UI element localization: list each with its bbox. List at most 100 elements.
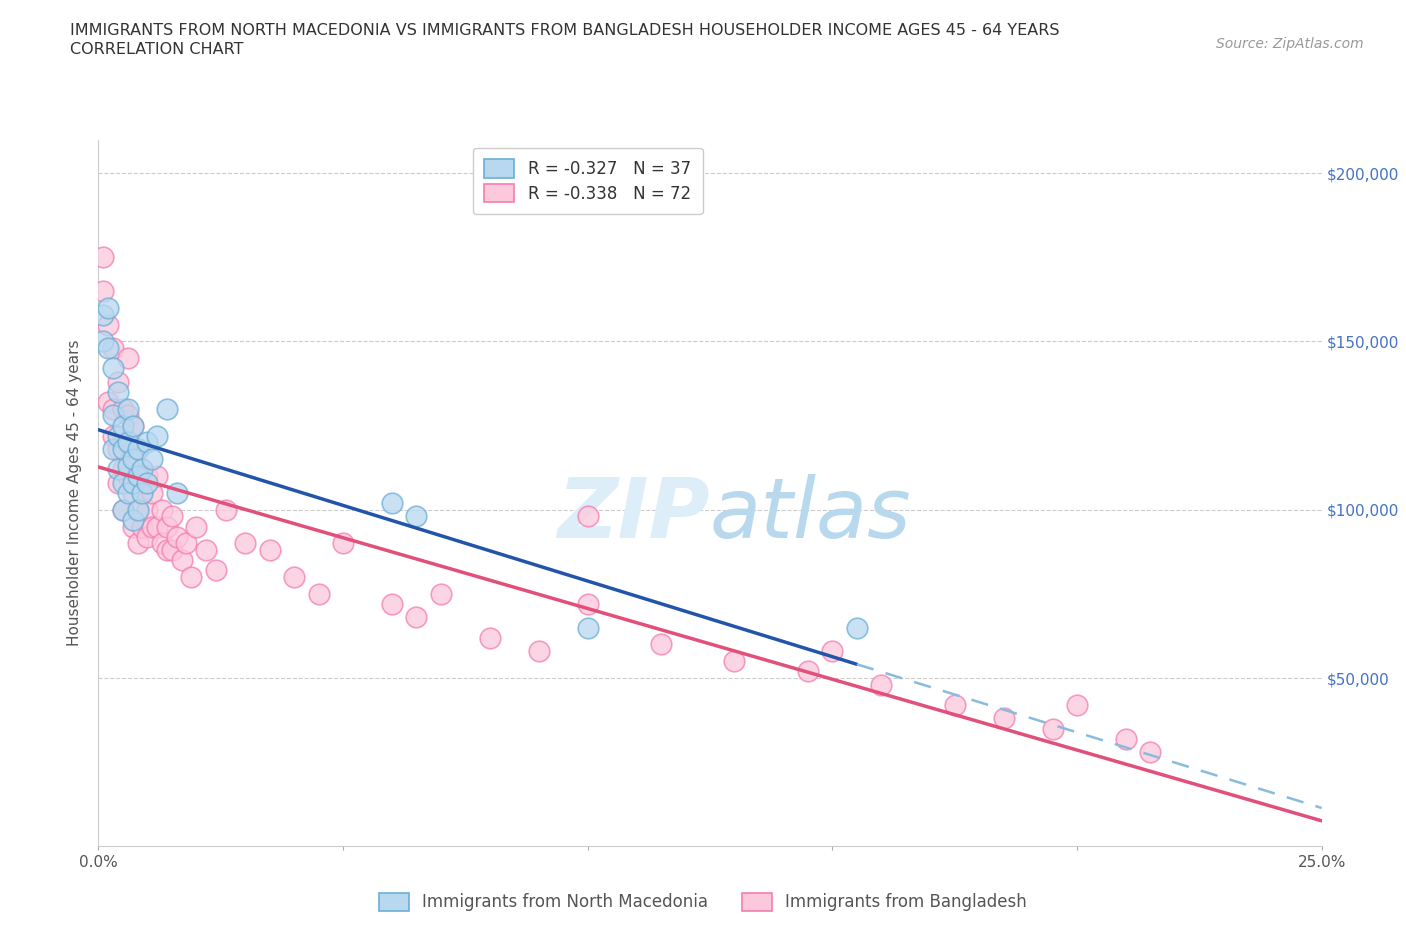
Point [97,317,120,332]
Point [111,435,134,450]
Point [576,596,599,611]
Point [127,442,149,457]
Point [136,435,159,450]
Point [136,475,159,490]
Point [131,519,153,534]
Point [101,402,124,417]
Point [107,384,129,399]
Point [111,502,134,517]
Point [283,569,305,584]
Point [308,587,330,602]
Text: ZIP: ZIP [557,473,710,554]
Point [160,509,183,524]
Point [136,502,159,517]
Point [332,536,354,551]
Point [127,442,149,457]
Point [650,637,672,652]
Point [121,418,143,433]
Point [117,485,139,500]
Point [121,512,143,527]
Point [821,644,844,658]
Point [111,475,134,490]
Point [797,664,820,679]
Point [107,475,129,490]
Point [111,402,134,417]
Point [150,536,173,551]
Point [170,552,193,567]
Point [405,610,427,625]
Point [1066,698,1088,712]
Legend: R = -0.327   N = 37, R = -0.338   N = 72: R = -0.327 N = 37, R = -0.338 N = 72 [472,148,703,214]
Point [845,620,868,635]
Point [146,469,169,484]
Point [195,543,218,558]
Point [405,509,427,524]
Point [870,677,893,692]
Point [111,442,134,457]
Point [180,569,202,584]
Point [127,536,149,551]
Point [156,543,179,558]
Point [117,469,139,484]
Point [131,462,153,477]
Point [381,596,404,611]
Point [131,485,153,500]
Point [97,300,120,315]
Point [166,529,188,544]
Point [131,485,153,500]
Point [1042,721,1064,736]
Point [150,502,173,517]
Point [127,475,149,490]
Text: CORRELATION CHART: CORRELATION CHART [70,42,243,57]
Point [101,442,124,457]
Point [121,475,143,490]
Point [91,250,114,265]
Point [576,509,599,524]
Point [117,402,139,417]
Y-axis label: Householder Income Ages 45 - 64 years: Householder Income Ages 45 - 64 years [67,339,83,646]
Point [381,496,404,511]
Point [141,452,163,467]
Point [127,502,149,517]
Point [146,428,169,443]
Point [205,563,228,578]
Point [91,334,114,349]
Point [121,418,143,433]
Point [91,307,114,322]
Point [97,340,120,355]
Point [97,394,120,409]
Point [101,361,124,376]
Point [136,529,159,544]
Point [156,402,179,417]
Point [117,408,139,423]
Point [166,485,188,500]
Text: IMMIGRANTS FROM NORTH MACEDONIA VS IMMIGRANTS FROM BANGLADESH HOUSEHOLDER INCOME: IMMIGRANTS FROM NORTH MACEDONIA VS IMMIG… [70,23,1060,38]
Legend: Immigrants from North Macedonia, Immigrants from Bangladesh: Immigrants from North Macedonia, Immigra… [371,884,1035,920]
Point [1115,731,1137,746]
Point [141,519,163,534]
Point [233,536,256,551]
Point [127,502,149,517]
Point [107,462,129,477]
Point [127,469,149,484]
Point [111,418,134,433]
Point [723,654,745,669]
Point [117,435,139,450]
Point [186,519,208,534]
Point [107,428,129,443]
Point [993,711,1015,725]
Point [527,644,550,658]
Text: atlas: atlas [710,473,911,554]
Point [101,340,124,355]
Point [101,408,124,423]
Point [160,543,183,558]
Point [117,351,139,365]
Point [121,452,143,467]
Point [91,284,114,299]
Point [111,502,134,517]
Point [121,485,143,500]
Point [1139,745,1161,760]
Point [214,502,236,517]
Text: Source: ZipAtlas.com: Source: ZipAtlas.com [1216,37,1364,51]
Point [576,620,599,635]
